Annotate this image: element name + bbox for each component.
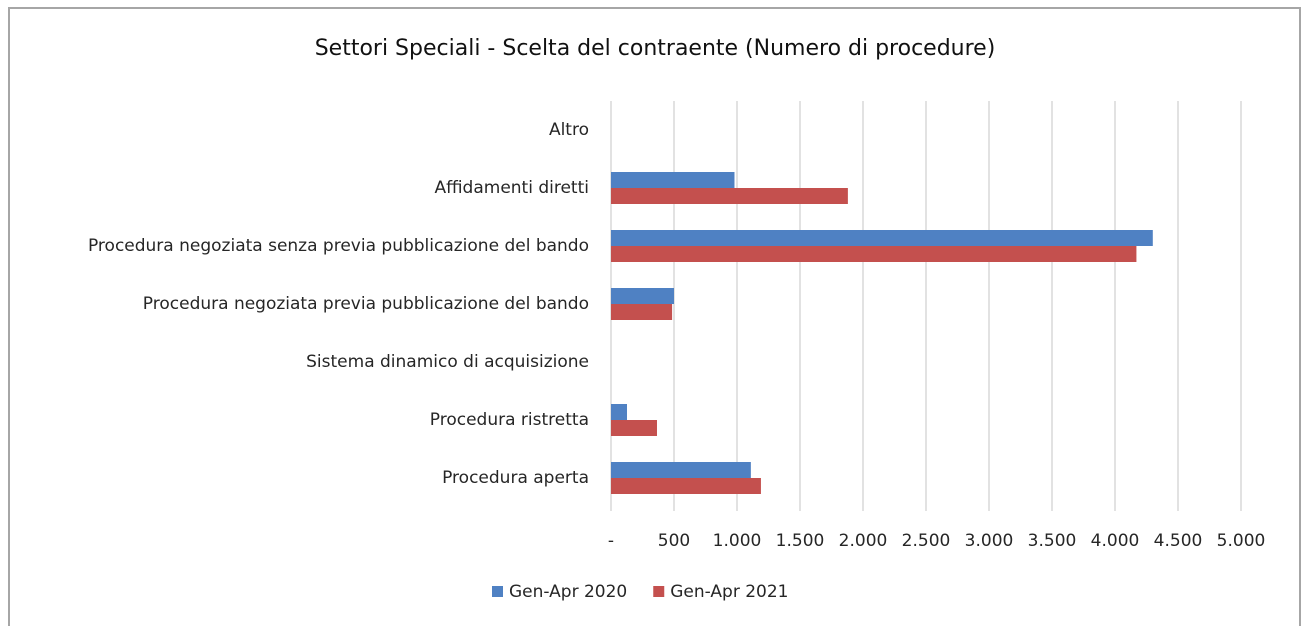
bar — [611, 172, 735, 188]
x-tick-label: 4.000 — [1091, 531, 1140, 551]
bar — [611, 462, 751, 478]
y-tick-label: Procedura ristretta — [430, 410, 589, 430]
bar — [611, 246, 1137, 262]
x-tick-label: 3.000 — [965, 531, 1014, 551]
x-tick-label: 500 — [658, 531, 690, 551]
legend-label: Gen-Apr 2020 — [509, 582, 627, 602]
bar — [611, 420, 657, 436]
x-tick-label: 4.500 — [1154, 531, 1203, 551]
bar — [611, 230, 1153, 246]
x-tick-label: 2.500 — [902, 531, 951, 551]
y-tick-label: Sistema dinamico di acquisizione — [306, 352, 589, 372]
bar — [611, 304, 673, 320]
x-tick-label: 3.500 — [1028, 531, 1077, 551]
y-tick-label: Affidamenti diretti — [434, 178, 589, 198]
x-tick-label: 2.000 — [839, 531, 888, 551]
x-tick-label: 1.000 — [713, 531, 762, 551]
chart-title: Settori Speciali - Scelta del contraente… — [315, 36, 996, 61]
bar — [611, 188, 848, 204]
y-tick-label: Procedura aperta — [442, 468, 589, 488]
bar — [611, 478, 761, 494]
x-tick-label: 5.000 — [1217, 531, 1266, 551]
y-tick-label: Altro — [549, 120, 589, 140]
bar — [611, 404, 628, 420]
y-tick-label: Procedura negoziata previa pubblicazione… — [143, 294, 589, 314]
x-tick-label: - — [608, 531, 614, 551]
x-tick-label: 1.500 — [776, 531, 825, 551]
legend-swatch — [653, 586, 665, 597]
bar — [611, 288, 674, 304]
legend-swatch — [492, 586, 503, 597]
legend-label: Gen-Apr 2021 — [670, 582, 788, 602]
y-tick-label: Procedura negoziata senza previa pubblic… — [88, 236, 589, 256]
